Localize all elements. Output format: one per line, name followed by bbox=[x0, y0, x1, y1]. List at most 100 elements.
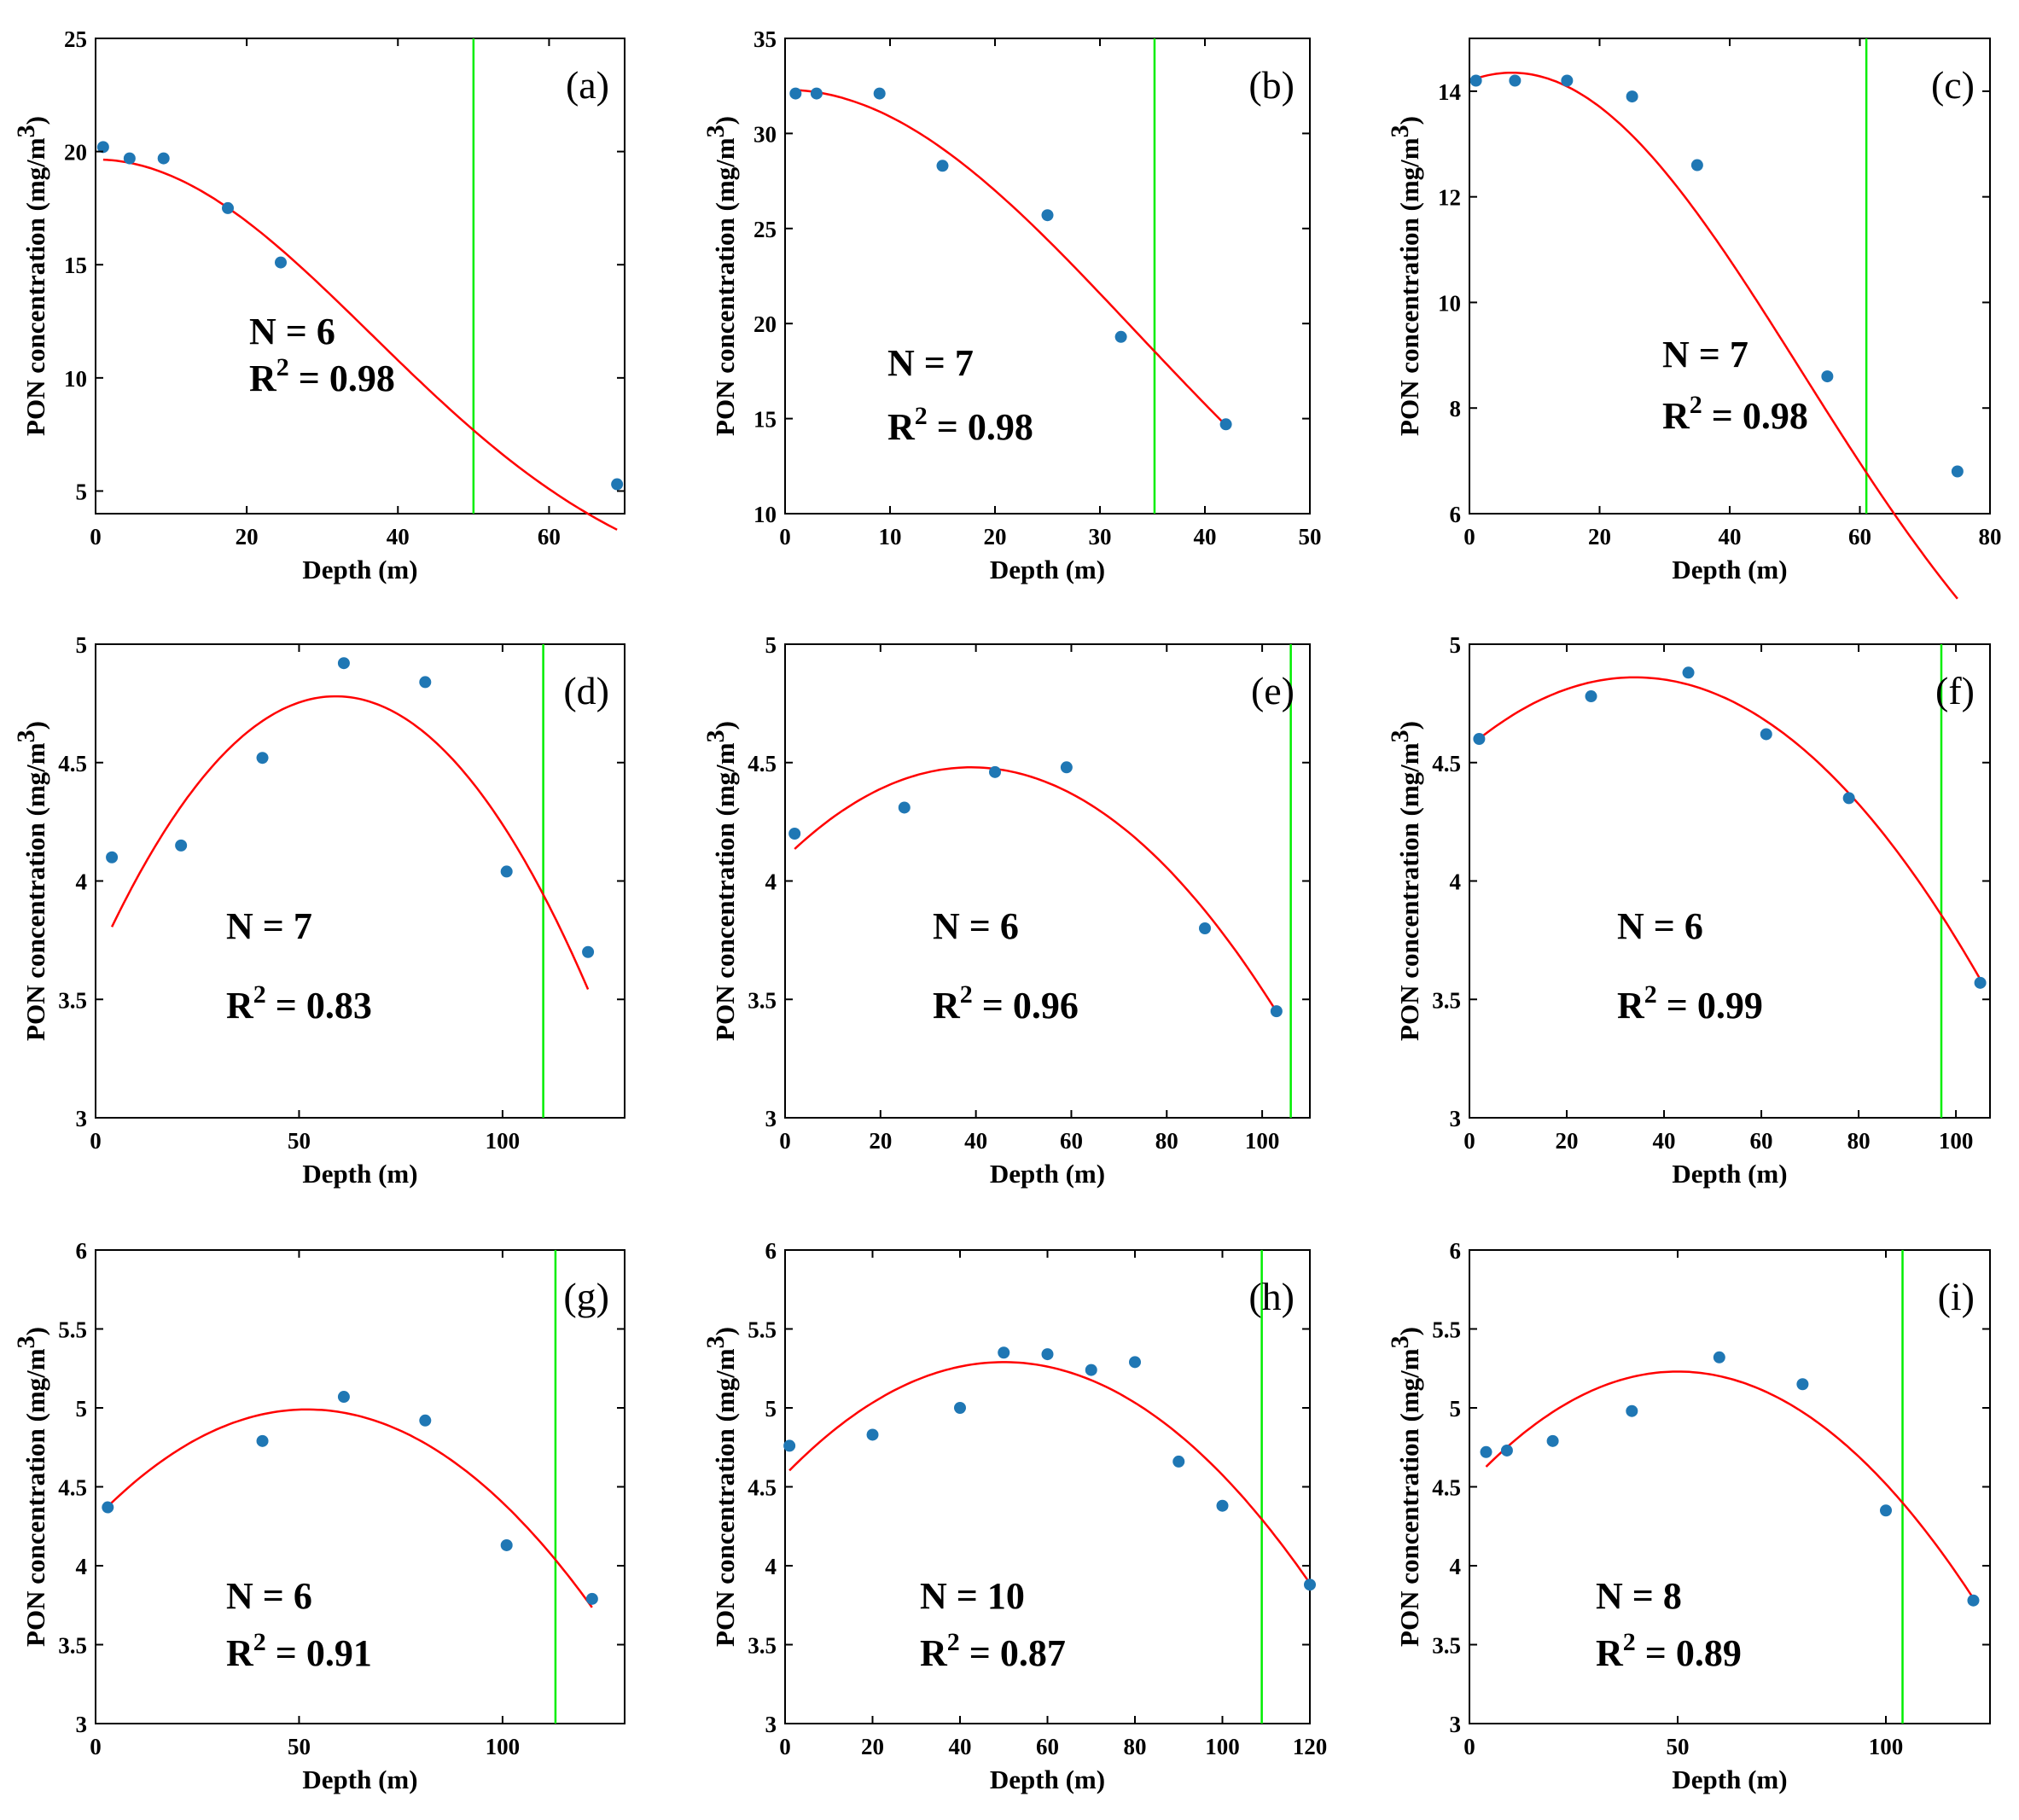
y-axis-label: PON concentration (mg/m3) bbox=[701, 1327, 740, 1647]
x-tick-label: 40 bbox=[949, 1734, 972, 1759]
x-tick-label: 50 bbox=[288, 1128, 311, 1154]
data-point bbox=[788, 828, 801, 840]
y-axis-label-close: ) bbox=[20, 721, 50, 730]
panel-h: 0 20 40 60 80 100 120 3 3.5 4 4.5 5 5.5 6 Depth (m) PON… bbox=[701, 1238, 1327, 1794]
data-point bbox=[1842, 792, 1855, 805]
x-tick-label: 100 bbox=[1245, 1128, 1280, 1154]
y-axis-label: PON concentration (mg/m3) bbox=[701, 116, 740, 436]
x-tick-label: 0 bbox=[90, 524, 102, 549]
panel-a: 0 20 40 60 5 10 15 20 25 Depth (m) PON concentrati… bbox=[12, 26, 625, 584]
r-squared-exponent: 2 bbox=[1623, 1628, 1636, 1656]
r-squared-symbol: R bbox=[249, 358, 277, 399]
fit-curve bbox=[107, 1408, 593, 1608]
y-tick-label: 4.5 bbox=[1432, 1475, 1461, 1501]
sample-count-label: N = 8 bbox=[1596, 1575, 1682, 1617]
y-tick-label: 5.5 bbox=[748, 1317, 777, 1343]
data-point bbox=[1041, 1348, 1054, 1361]
plot-frame bbox=[95, 643, 625, 1119]
r-squared-label: R2 = 0.89 bbox=[1596, 1628, 1742, 1674]
x-tick-label: 100 bbox=[1939, 1128, 1974, 1154]
data-point bbox=[175, 839, 188, 852]
panel-label: (i) bbox=[1938, 1275, 1975, 1318]
y-tick-label: 3 bbox=[765, 1712, 777, 1737]
y-tick-label: 5 bbox=[76, 479, 88, 504]
y-tick-label: 6 bbox=[76, 1238, 88, 1264]
fit-curve bbox=[788, 1361, 1312, 1585]
x-tick-label: 20 bbox=[984, 524, 1007, 549]
x-tick-label: 60 bbox=[1848, 524, 1871, 549]
data-point bbox=[1561, 74, 1574, 87]
x-tick-label: 0 bbox=[779, 1128, 791, 1154]
y-axis-label: PON concentration (mg/m3) bbox=[701, 721, 740, 1041]
plot-frame bbox=[784, 643, 1311, 1119]
data-point bbox=[96, 141, 109, 154]
data-point bbox=[1760, 728, 1772, 741]
y-tick-label: 3.5 bbox=[1432, 1633, 1461, 1659]
x-tick-label: 120 bbox=[1293, 1734, 1328, 1759]
x-axis-label: Depth (m) bbox=[1672, 1159, 1787, 1189]
y-tick-label: 30 bbox=[753, 121, 777, 147]
y-tick-label: 6 bbox=[1450, 1238, 1462, 1264]
y-tick-label: 15 bbox=[64, 253, 87, 278]
panel-f: 0 20 40 60 80 100 3 3.5 4 4.5 5 Depth (m) PON concen… bbox=[1386, 632, 1991, 1189]
y-tick-label: 5 bbox=[1450, 632, 1462, 658]
y-axis-label-text: PON concentration (mg/m bbox=[710, 742, 740, 1041]
y-axis-label-close: ) bbox=[20, 116, 50, 125]
r-squared-symbol: R bbox=[1617, 985, 1645, 1026]
r-squared-symbol: R bbox=[226, 1632, 254, 1674]
x-tick-label: 0 bbox=[1463, 1734, 1475, 1759]
y-axis-label-close: ) bbox=[1394, 721, 1424, 730]
r-squared-value: = 0.89 bbox=[1636, 1632, 1742, 1674]
data-point bbox=[222, 201, 234, 214]
x-tick-label: 50 bbox=[288, 1734, 311, 1759]
x-tick-label: 100 bbox=[486, 1734, 521, 1759]
data-point bbox=[1626, 1404, 1638, 1417]
r-squared-exponent: 2 bbox=[947, 1628, 960, 1656]
y-tick-label: 3 bbox=[76, 1106, 88, 1131]
data-point bbox=[256, 752, 269, 765]
data-point bbox=[954, 1402, 966, 1414]
x-axis-label: Depth (m) bbox=[302, 555, 417, 584]
data-point bbox=[866, 1428, 879, 1441]
data-point bbox=[1951, 465, 1964, 478]
x-tick-label: 20 bbox=[1588, 524, 1611, 549]
data-point bbox=[1219, 418, 1232, 431]
y-tick-label: 4.5 bbox=[1432, 751, 1461, 776]
x-tick-label: 20 bbox=[1556, 1128, 1579, 1154]
r-squared-exponent: 2 bbox=[960, 980, 973, 1009]
data-point bbox=[585, 1592, 598, 1605]
y-tick-label: 10 bbox=[1438, 290, 1461, 316]
y-tick-label: 3.5 bbox=[1432, 987, 1461, 1013]
data-point bbox=[1060, 761, 1073, 774]
panel-label: (d) bbox=[563, 669, 609, 712]
x-tick-label: 0 bbox=[1463, 1128, 1475, 1154]
r-squared-value: = 0.99 bbox=[1657, 985, 1763, 1026]
r-squared-exponent: 2 bbox=[276, 353, 289, 381]
y-tick-label: 14 bbox=[1438, 79, 1461, 105]
r-squared-value: = 0.98 bbox=[928, 406, 1033, 448]
y-axis-label-close: ) bbox=[1394, 116, 1424, 125]
x-axis-label: Depth (m) bbox=[990, 1765, 1105, 1794]
data-point bbox=[998, 1346, 1010, 1359]
x-tick-label: 40 bbox=[387, 524, 410, 549]
x-tick-label: 40 bbox=[1653, 1128, 1676, 1154]
data-point bbox=[1085, 1364, 1097, 1376]
x-tick-label: 40 bbox=[964, 1128, 987, 1154]
x-tick-label: 20 bbox=[869, 1128, 892, 1154]
sample-count-label: N = 7 bbox=[226, 905, 312, 947]
data-point bbox=[1880, 1504, 1892, 1517]
x-axis-label: Depth (m) bbox=[990, 555, 1105, 584]
data-point bbox=[102, 1501, 114, 1514]
data-point bbox=[783, 1439, 796, 1452]
fit-curve bbox=[794, 766, 1277, 1013]
plot-frame bbox=[95, 38, 625, 515]
x-tick-label: 60 bbox=[1750, 1128, 1773, 1154]
panel-c: 0 20 40 60 80 6 8 10 12 14 Depth (m) PON concentrat… bbox=[1386, 38, 2002, 600]
data-point bbox=[611, 478, 624, 491]
data-point bbox=[1129, 1356, 1141, 1369]
y-axis-label-exponent: 3 bbox=[12, 730, 40, 742]
data-point bbox=[1304, 1579, 1316, 1591]
x-tick-label: 60 bbox=[1036, 1734, 1059, 1759]
x-tick-label: 80 bbox=[1124, 1734, 1147, 1759]
panel-label: (g) bbox=[563, 1275, 609, 1318]
